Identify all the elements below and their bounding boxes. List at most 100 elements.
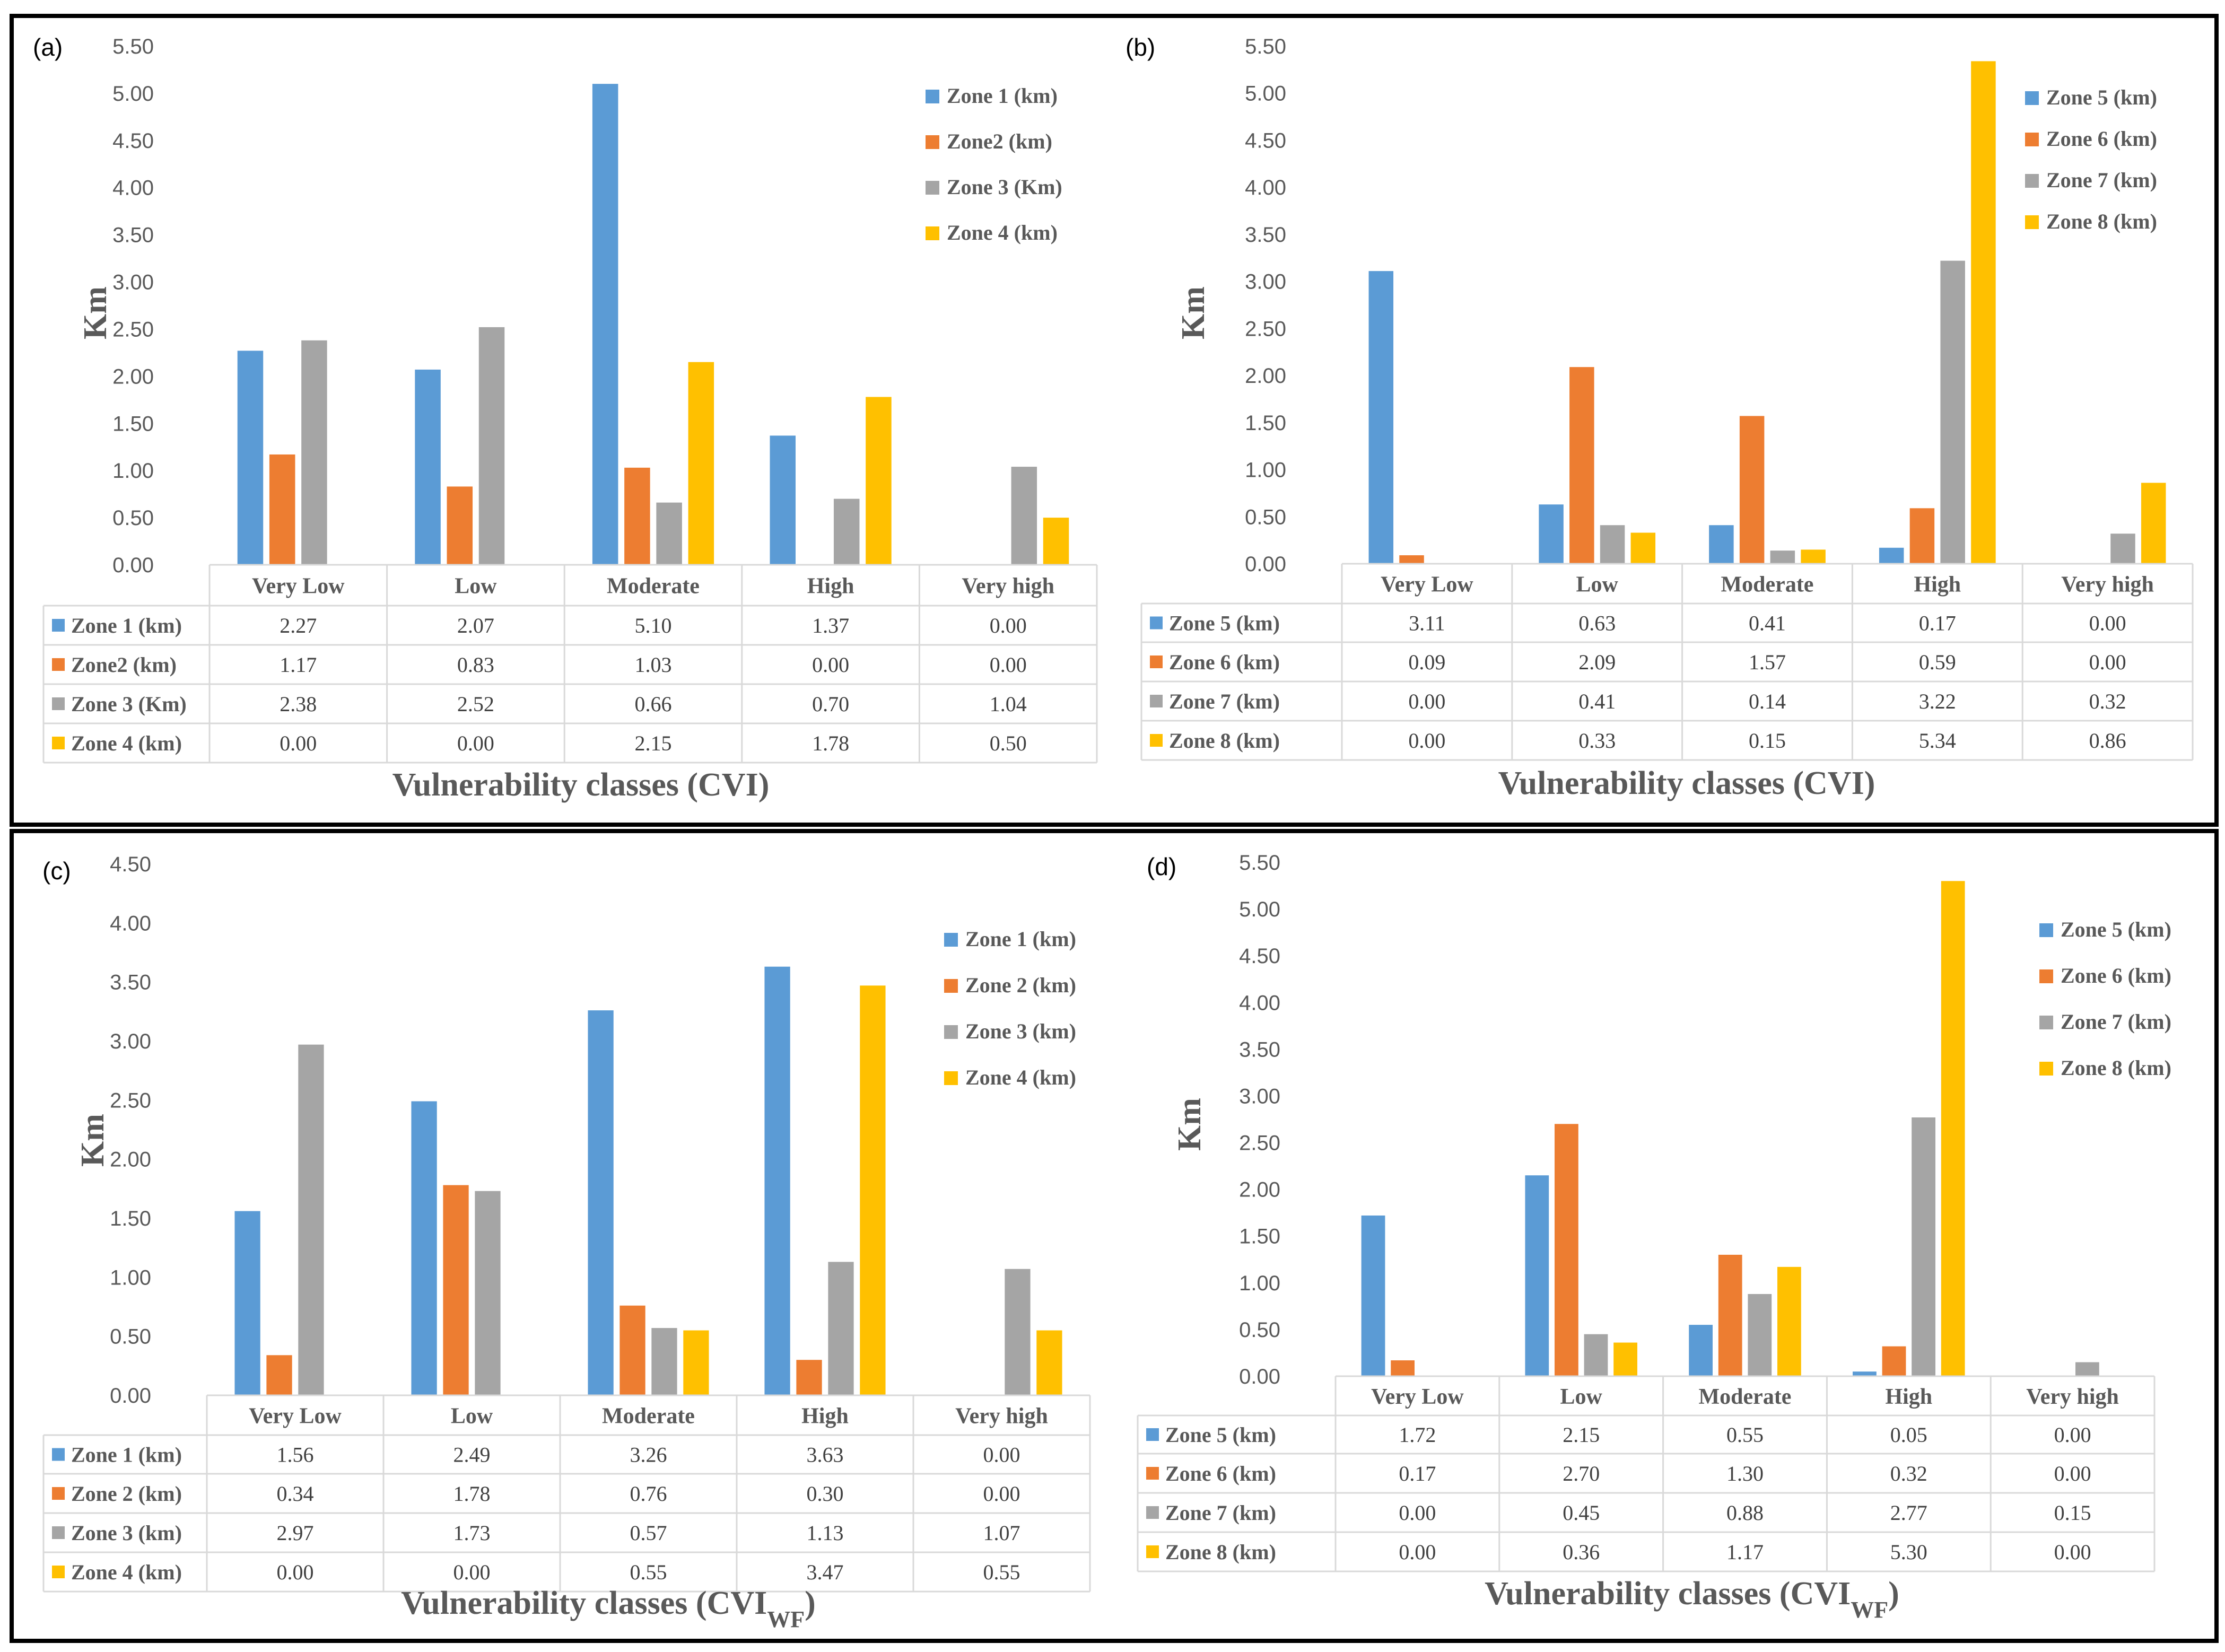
bar-zone2-km--moderate — [624, 467, 650, 565]
table-cell: 2.52 — [457, 692, 494, 716]
table-cell: 5.10 — [635, 614, 672, 637]
bar-zone-5-km--high — [1853, 1371, 1877, 1376]
table-row-label: Zone 3 (Km) — [71, 692, 187, 716]
table-cell: 2.15 — [1563, 1423, 1600, 1447]
category-header: Very high — [955, 1404, 1048, 1429]
table-cell: 0.32 — [1890, 1462, 1927, 1485]
row-legend-key — [1150, 695, 1163, 707]
legend-entry: Zone 3 (km) — [965, 1019, 1076, 1043]
table-cell: 0.41 — [1749, 611, 1786, 635]
y-tick-label: 2.50 — [1239, 1132, 1280, 1155]
y-tick-label: 1.50 — [112, 412, 154, 435]
table-cell: 0.41 — [1578, 689, 1616, 713]
table-cell: 0.86 — [2089, 729, 2126, 753]
table-cell: 1.57 — [1749, 650, 1786, 674]
legend-swatch — [926, 135, 939, 149]
row-legend-key — [1146, 1467, 1159, 1480]
bar-zone-8-km--very-high — [2141, 483, 2166, 564]
y-tick-label: 1.50 — [1245, 412, 1286, 435]
category-header: Very Low — [1381, 573, 1473, 597]
table-cell: 2.77 — [1890, 1501, 1927, 1525]
x-axis-label: Vulnerability classes (CVI) — [1498, 765, 1875, 801]
table-cell: 0.00 — [1408, 729, 1445, 753]
table-cell: 0.09 — [1408, 650, 1445, 674]
bar-zone-1-km--high — [770, 435, 796, 565]
row-legend-key — [1146, 1428, 1159, 1441]
y-tick-label: 2.50 — [1245, 317, 1286, 340]
table-cell: 3.63 — [807, 1443, 844, 1467]
table-row-label: Zone 5 (km) — [1169, 611, 1280, 635]
legend-swatch — [2039, 1062, 2053, 1076]
table-cell: 1.17 — [280, 653, 317, 677]
bar-zone-2-km--very-low — [266, 1355, 292, 1395]
panel-label: (d) — [1147, 853, 1176, 880]
row-legend-key — [1146, 1545, 1159, 1558]
bar-zone-3-km--low — [475, 1191, 501, 1395]
table-cell: 1.13 — [807, 1521, 844, 1545]
table-cell: 0.00 — [277, 1560, 314, 1584]
table-cell: 0.14 — [1749, 689, 1786, 713]
row-legend-key — [1150, 655, 1163, 668]
category-header: Very high — [2026, 1385, 2119, 1409]
chart-panel-d: (d) 0.00 0.50 1.00 1.50 2.00 2.50 3.00 3.50 4.00 4… — [1137, 851, 2171, 1623]
bar-zone-6-km--moderate — [1718, 1254, 1742, 1376]
table-cell: 1.56 — [277, 1443, 314, 1467]
legend-entry: Zone 7 (km) — [2061, 1010, 2171, 1034]
table-cell: 0.00 — [990, 614, 1027, 637]
bar-zone-8-km--high — [1941, 881, 1965, 1376]
table-cell: 0.66 — [635, 692, 672, 716]
legend-swatch — [926, 181, 939, 195]
panel-label: (a) — [33, 33, 63, 61]
row-legend-key — [1150, 734, 1163, 747]
table-cell: 0.55 — [1726, 1423, 1764, 1447]
legend-entry: Zone 8 (km) — [2061, 1056, 2171, 1080]
bar-zone-5-km--high — [1879, 547, 1904, 564]
legend-swatch — [944, 1025, 958, 1039]
table-cell: 0.00 — [1399, 1501, 1436, 1525]
table-cell: 0.00 — [2089, 611, 2126, 635]
bar-zone-1-km--very-low — [234, 1211, 260, 1395]
table-cell: 2.97 — [277, 1521, 314, 1545]
bar-zone-5-km--low — [1525, 1175, 1549, 1376]
legend-entry: Zone 5 (km) — [2046, 85, 2157, 109]
table-cell: 0.15 — [2054, 1501, 2091, 1525]
table-cell: 1.03 — [635, 653, 672, 677]
table-cell: 0.63 — [1578, 611, 1616, 635]
table-cell: 0.00 — [2089, 650, 2126, 674]
table-row-label: Zone 7 (km) — [1169, 689, 1280, 713]
y-axis-label: Km — [77, 286, 114, 339]
table-cell: 2.09 — [1578, 650, 1616, 674]
table-row-label: Zone 5 (km) — [1165, 1423, 1276, 1447]
row-legend-key — [52, 1448, 65, 1461]
y-tick-label: 5.00 — [112, 82, 154, 106]
y-tick-label: 4.00 — [1245, 176, 1286, 199]
bar-zone-3-km--high — [833, 499, 860, 565]
table-cell: 0.32 — [2089, 689, 2126, 713]
table-cell: 0.00 — [812, 653, 849, 677]
y-tick-label: 3.50 — [110, 971, 151, 994]
bar-zone-3-km--very-high — [1005, 1269, 1031, 1395]
table-cell: 5.30 — [1890, 1540, 1927, 1564]
y-tick-label: 1.00 — [110, 1266, 151, 1289]
bar-zone-5-km--moderate — [1689, 1325, 1713, 1376]
bar-zone-4-km--very-high — [1036, 1330, 1062, 1395]
y-tick-label: 1.50 — [1239, 1225, 1280, 1248]
table-cell: 2.27 — [280, 614, 317, 637]
y-axis-label: Km — [1175, 286, 1211, 339]
category-header: High — [801, 1404, 849, 1429]
category-header: Very Low — [252, 574, 345, 599]
legend-swatch — [2025, 91, 2039, 105]
y-tick-label: 4.00 — [110, 912, 151, 935]
legend-swatch — [2025, 215, 2039, 229]
table-cell: 2.49 — [453, 1443, 491, 1467]
chart-panel-b: (b) 0.00 0.50 1.00 1.50 2.00 2.50 3.00 3.50 4.00 4… — [1125, 33, 2194, 801]
table-row-label: Zone 7 (km) — [1165, 1501, 1276, 1525]
legend-swatch — [926, 226, 939, 240]
legend-entry: Zone 5 (km) — [2061, 917, 2171, 941]
table-cell: 1.17 — [1726, 1540, 1764, 1564]
y-tick-label: 3.00 — [1239, 1085, 1280, 1108]
table-row-label: Zone 8 (km) — [1169, 729, 1280, 753]
bar-zone-3-km--moderate — [651, 1328, 677, 1395]
legend-entry: Zone 3 (Km) — [947, 175, 1062, 199]
